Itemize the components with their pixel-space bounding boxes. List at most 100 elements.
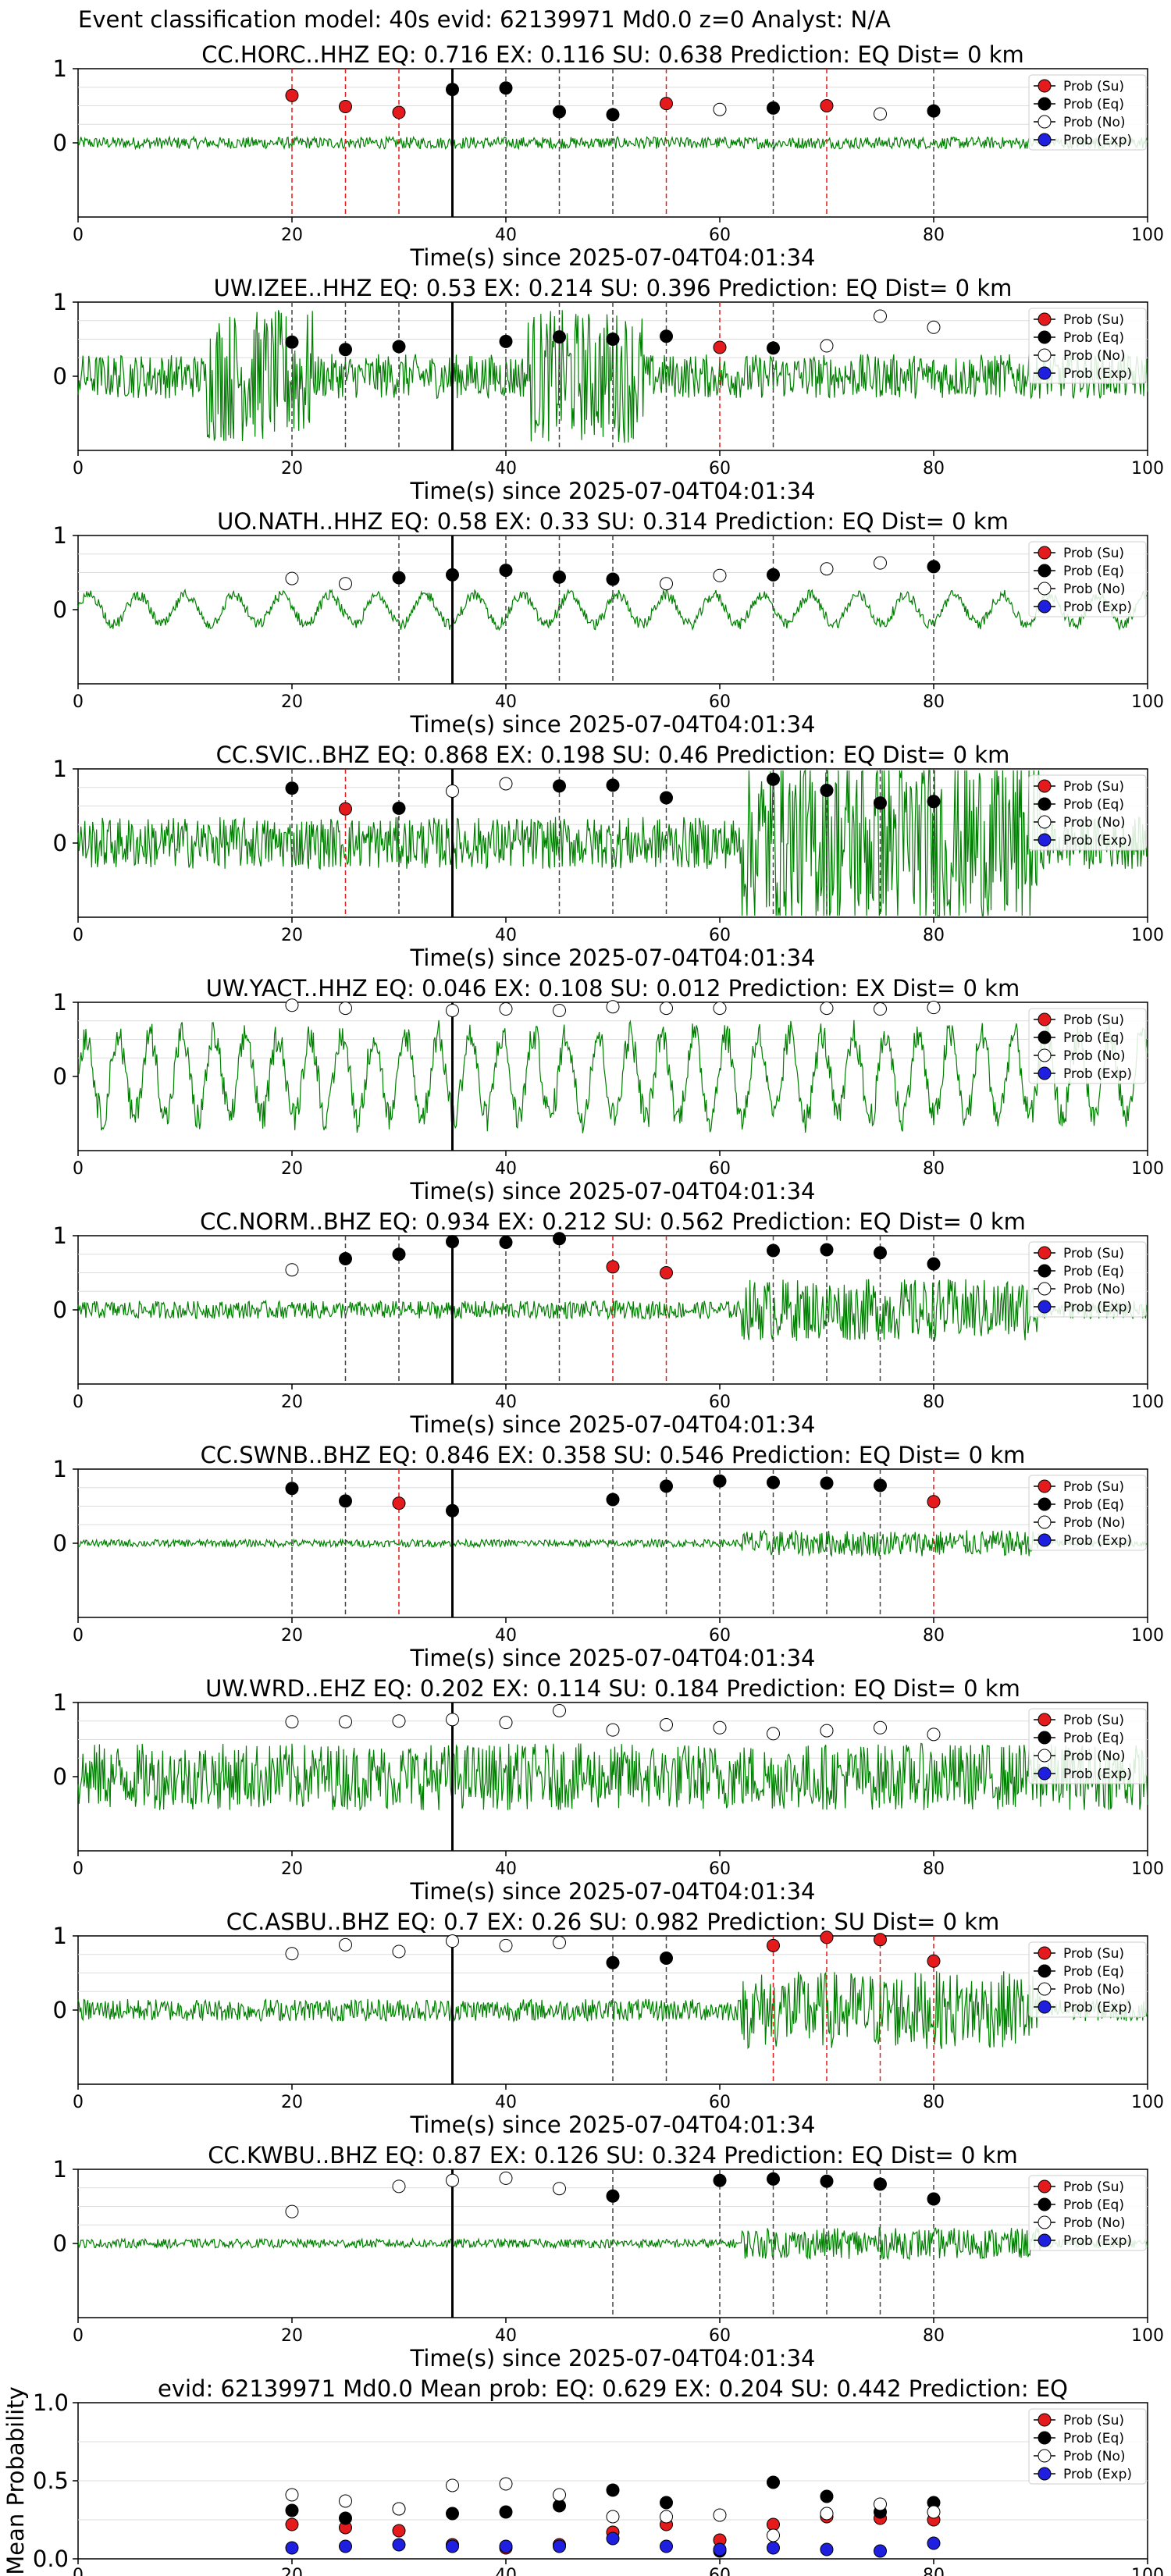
mean-point [660, 2496, 673, 2510]
probability-point [339, 1002, 352, 1016]
legend-label: Prob (Su) [1063, 2413, 1124, 2428]
y-tick-label: 1 [53, 756, 67, 782]
legend-label: Prob (Su) [1063, 546, 1124, 561]
x-tick-label: 100 [1131, 2326, 1164, 2346]
station-panel: UO.NATH..HHZ EQ: 0.58 EX: 0.33 SU: 0.314… [53, 508, 1164, 738]
legend-marker [1038, 2215, 1052, 2229]
y-tick-label: 1 [53, 2156, 67, 2183]
legend-label: Prob (No) [1063, 348, 1126, 364]
probability-point [927, 1954, 941, 1968]
probability-point [606, 572, 620, 586]
legend-label: Prob (No) [1063, 2449, 1126, 2464]
probability-point [499, 1236, 513, 1250]
legend-marker [1038, 1533, 1052, 1547]
probability-point [713, 340, 727, 354]
legend-label: Prob (No) [1063, 1048, 1126, 1064]
x-tick-label: 80 [923, 692, 945, 712]
legend-marker [1038, 2179, 1052, 2194]
probability-point [820, 1243, 834, 1257]
x-tick-label: 60 [709, 459, 731, 479]
waveform-trace [77, 1019, 1148, 1133]
probability-point [553, 1232, 566, 1246]
y-tick-label: 0 [53, 1297, 67, 1323]
y-tick-label: 0 [53, 2230, 67, 2257]
panel-title: CC.SVIC..BHZ EQ: 0.868 EX: 0.198 SU: 0.4… [216, 742, 1010, 768]
probability-point [874, 2177, 887, 2191]
probability-point [820, 99, 834, 112]
probability-point [392, 801, 406, 815]
legend-box [1028, 1941, 1147, 2018]
x-tick-label: 0 [73, 926, 84, 945]
legend-label: Prob (No) [1063, 1749, 1126, 1764]
y-tick-label: 1 [53, 1923, 67, 1949]
x-tick-label: 20 [281, 226, 303, 245]
probability-point [606, 1955, 620, 1969]
probability-point [285, 998, 299, 1012]
mean-point [499, 2477, 513, 2491]
legend-label: Prob (Exp) [1063, 1533, 1132, 1549]
legend-box [1028, 1708, 1147, 1784]
legend-label: Prob (Eq) [1063, 797, 1124, 813]
probability-point [392, 1247, 406, 1261]
x-tick-label: 80 [923, 1393, 945, 1412]
figure-title: Event classification model: 40s evid: 62… [78, 6, 891, 33]
x-tick-label: 40 [495, 926, 517, 945]
x-tick-label: 40 [495, 1393, 517, 1412]
x-axis-label: Time(s) since 2025-07-04T04:01:34 [410, 1178, 816, 1204]
probability-point [339, 343, 352, 357]
probability-point [660, 1266, 673, 1279]
x-axis-label: Time(s) since 2025-07-04T04:01:34 [410, 1411, 816, 1438]
probability-point [392, 105, 406, 119]
legend-marker [1038, 2413, 1052, 2427]
legend-marker [1038, 1048, 1052, 1062]
legend-label: Prob (Exp) [1063, 2467, 1132, 2482]
probability-point [820, 1930, 834, 1944]
panel-title: CC.HORC..HHZ EQ: 0.716 EX: 0.116 SU: 0.6… [201, 41, 1024, 68]
mean-point [767, 2475, 780, 2489]
probability-point [553, 105, 566, 119]
panel-title: UW.YACT..HHZ EQ: 0.046 EX: 0.108 SU: 0.0… [206, 975, 1020, 1002]
x-tick-label: 0 [73, 1159, 84, 1179]
probability-point [767, 101, 780, 115]
probability-point [392, 2179, 406, 2194]
legend-label: Prob (Su) [1063, 312, 1124, 328]
legend-marker [1038, 1749, 1052, 1763]
probability-point [713, 1002, 727, 1016]
legend-label: Prob (Su) [1063, 779, 1124, 795]
probability-point [606, 2189, 620, 2203]
x-tick-label: 80 [923, 1859, 945, 1879]
legend-box [1028, 2408, 1147, 2485]
x-tick-label: 20 [281, 1626, 303, 1646]
legend-marker [1038, 1300, 1052, 1314]
probability-point [339, 1715, 352, 1729]
mean-point [713, 2508, 727, 2522]
x-tick-label: 80 [923, 1159, 945, 1179]
probability-point [767, 2172, 780, 2186]
x-tick-label: 60 [709, 1859, 731, 1879]
legend-label: Prob (No) [1063, 1282, 1126, 1297]
x-tick-label: 100 [1131, 2093, 1164, 2112]
x-tick-label: 60 [709, 1393, 731, 1412]
legend-label: Prob (Su) [1063, 1012, 1124, 1028]
probability-point [660, 329, 673, 343]
legend-marker [1038, 79, 1052, 93]
probability-point [767, 1475, 780, 1489]
legend-box [1028, 74, 1147, 151]
mean-point [499, 2539, 513, 2553]
probability-point [339, 99, 352, 113]
legend-marker [1038, 1246, 1052, 1260]
mean-point [820, 2542, 834, 2556]
y-tick-label: 0 [53, 130, 67, 156]
probability-point [874, 107, 887, 121]
legend-marker [1038, 1964, 1052, 1978]
x-tick-label: 80 [923, 2326, 945, 2346]
mean-point [446, 2507, 459, 2521]
y-tick-label: 0 [53, 1530, 67, 1557]
probability-point [499, 1002, 513, 1016]
x-tick-label: 80 [923, 2093, 945, 2112]
probability-point [927, 104, 941, 118]
legend-marker [1038, 2467, 1052, 2481]
x-tick-label: 0 [73, 2566, 84, 2576]
x-tick-label: 80 [923, 226, 945, 245]
x-tick-label: 60 [709, 2326, 731, 2346]
